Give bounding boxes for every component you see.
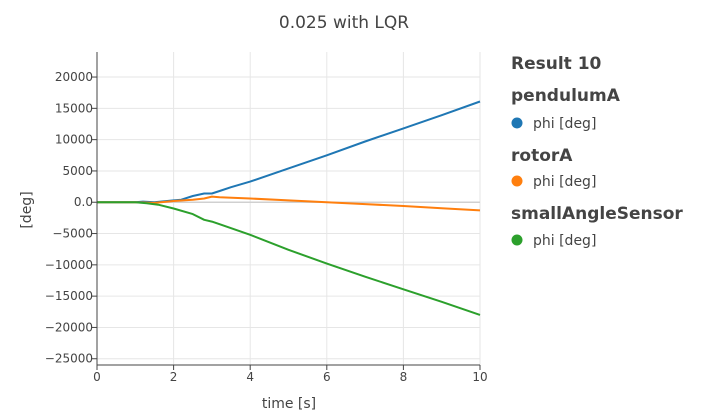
- chart-title: 0.025 with LQR: [279, 13, 409, 33]
- x-tick-label: 2: [170, 370, 178, 384]
- legend-item-pendulumA: phi [deg]: [533, 116, 596, 132]
- y-tick-label: −20000: [45, 320, 93, 334]
- legend-group-pendulumA: pendulumA: [511, 86, 621, 106]
- x-tick-label: 8: [400, 370, 408, 384]
- y-tick-label: −5000: [52, 227, 93, 241]
- legend-item-rotorA: phi [deg]: [533, 174, 596, 190]
- x-tick-label: 6: [323, 370, 331, 384]
- series-line-rotorA: [97, 195, 481, 212]
- y-tick-label: 0.0: [74, 195, 93, 209]
- series-line-smallAngleSensor: [97, 201, 481, 316]
- x-axis-label: time [s]: [262, 396, 316, 412]
- legend-item-smallAngleSensor: phi [deg]: [533, 233, 596, 249]
- y-tick-label: 20000: [55, 70, 93, 84]
- y-tick-label: 10000: [55, 133, 93, 147]
- series-line-pendulumA: [97, 100, 481, 204]
- y-tick-label: 15000: [55, 101, 93, 115]
- legend-marker-rotorA: [511, 175, 523, 187]
- legend-marker-pendulumA: [511, 117, 523, 129]
- x-tick-label: 10: [472, 370, 487, 384]
- legend-title: Result 10: [511, 54, 602, 74]
- series-lines: [97, 100, 481, 316]
- grid: [97, 52, 481, 365]
- y-tick-label: 5000: [62, 164, 93, 178]
- x-tick-label: 4: [246, 370, 254, 384]
- y-tick-label: −25000: [45, 352, 93, 366]
- y-tick-label: −10000: [45, 258, 93, 272]
- legend-group-smallAngleSensor: smallAngleSensor: [511, 204, 683, 224]
- y-axis-label: [deg]: [19, 191, 35, 228]
- legend-group-rotorA: rotorA: [511, 146, 573, 166]
- legend-marker-smallAngleSensor: [511, 234, 523, 246]
- axes: 0 2 4 6 8 10 −25000 −20000 −15000 −10000 −5000 0.0 5…: [45, 52, 488, 384]
- y-tick-label: −15000: [45, 289, 93, 303]
- legend: Result 10 pendulumA phi [deg] rotorA phi…: [511, 54, 683, 249]
- x-tick-label: 0: [93, 370, 101, 384]
